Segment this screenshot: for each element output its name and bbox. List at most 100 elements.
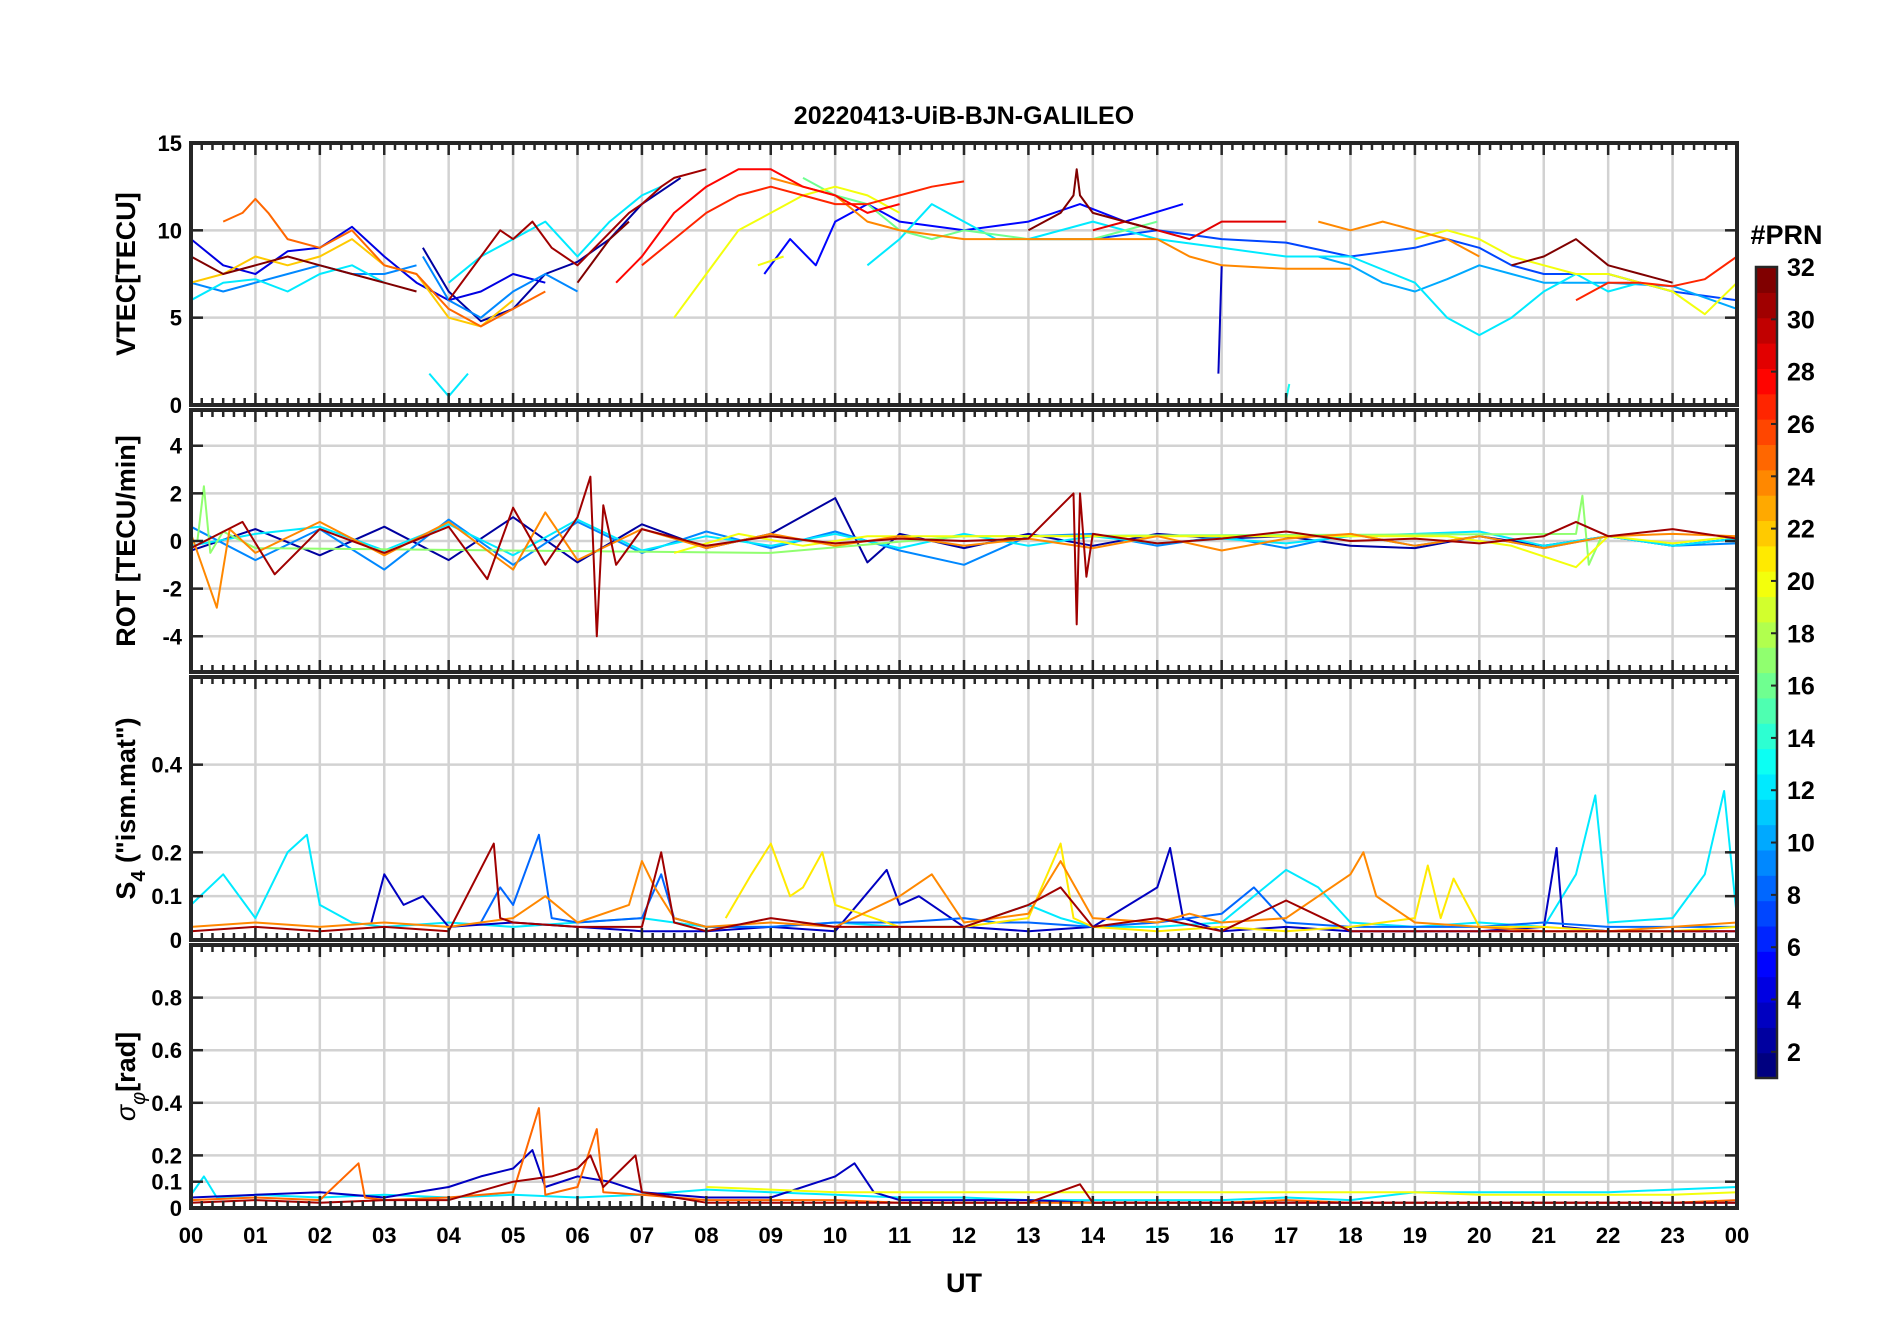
y-tick-label: 4 — [170, 434, 183, 459]
panel-s4: 0 0.1 0.2 0.4S4 ("ism.mat") — [111, 675, 1739, 953]
colorbar-swatch — [1756, 976, 1777, 1003]
colorbar-tick-label: 20 — [1787, 568, 1815, 596]
series-line-vtec-3 — [1217, 265, 1223, 374]
colorbar-tick-label: 8 — [1787, 882, 1801, 910]
colorbar-swatch — [1756, 849, 1777, 876]
colorbar-tick-label: 14 — [1787, 725, 1815, 753]
x-axis-label: UT — [946, 1268, 982, 1298]
x-tick-label: 04 — [436, 1223, 461, 1248]
series-line-vtec-25 — [447, 168, 707, 301]
x-tick-label: 12 — [952, 1223, 976, 1248]
series-line-rot-3 — [196, 485, 1603, 566]
colorbar-swatch — [1756, 444, 1777, 471]
colorbar-swatch — [1756, 368, 1777, 395]
y-tick-label: 0.2 — [151, 1143, 182, 1168]
colorbar-swatch — [1756, 723, 1777, 750]
y-tick-label: -4 — [162, 624, 182, 649]
colorbar-tick-label: 22 — [1787, 516, 1815, 544]
x-ticks-s4 — [200, 677, 1728, 940]
x-tick-label: 14 — [1081, 1223, 1106, 1248]
colorbar-swatch — [1756, 697, 1777, 724]
series-line-vtec-22 — [615, 168, 900, 284]
series-line-s4-5 — [191, 842, 1737, 933]
colorbar-swatch — [1756, 824, 1777, 851]
y-tick-label: 15 — [158, 131, 182, 156]
y-tick-label: 0.2 — [151, 840, 182, 865]
x-ticks-vtec — [200, 143, 1728, 405]
colorbar-tick-label: 12 — [1787, 777, 1815, 805]
colorbar-tick-label: 10 — [1787, 830, 1815, 858]
colorbar-swatch — [1756, 748, 1777, 775]
x-tick-label: 18 — [1338, 1223, 1362, 1248]
y-tick-label: 0.4 — [151, 1091, 182, 1116]
y-tick-label: -2 — [162, 577, 182, 602]
colorbar-swatch — [1756, 925, 1777, 952]
colorbar-frame — [1754, 265, 1779, 1080]
colorbar-title: #PRN — [1750, 220, 1822, 250]
chart-title: 20220413-UiB-BJN-GALILEO — [794, 102, 1134, 130]
colorbar-swatch — [1756, 672, 1777, 699]
x-tick-label: 19 — [1403, 1223, 1427, 1248]
x-ticks-rot — [200, 410, 1728, 672]
x-tick-label: 02 — [308, 1223, 332, 1248]
series-line-vtec-29 — [1511, 238, 1673, 284]
y-axis-label-sigma_phi: σφ[rad] — [111, 1032, 150, 1121]
grid-sigma_phi — [191, 945, 1737, 1208]
x-tick-label: 09 — [759, 1223, 783, 1248]
y-tick-label: 0.8 — [151, 986, 182, 1011]
series-line-s4-3 — [724, 842, 1737, 933]
x-tick-label: 22 — [1596, 1223, 1620, 1248]
x-tick-label: 06 — [565, 1223, 589, 1248]
series-line-s4-4 — [191, 851, 1737, 933]
x-ticks-sigma_phi — [200, 945, 1728, 1208]
series-line-vtec-23 — [1575, 255, 1737, 302]
y-tick-label: 0.4 — [151, 753, 182, 778]
x-tick-label: 00 — [1725, 1223, 1749, 1248]
series-line-vtec-19 — [1318, 220, 1480, 258]
y-tick-label: 0.1 — [151, 1170, 182, 1195]
y-tick-label: 10 — [158, 218, 182, 243]
panel-vtec: 0 5 10 15 VTEC[TECU] — [111, 131, 1739, 418]
colorbar-swatch — [1756, 596, 1777, 623]
x-tick-label: 05 — [501, 1223, 525, 1248]
colorbar-tick-label: 16 — [1787, 673, 1815, 701]
colorbar-swatch — [1756, 520, 1777, 547]
series-line-vtec-6 — [422, 255, 578, 319]
y-tick-label: 5 — [170, 306, 182, 331]
colorbar-swatch — [1756, 951, 1777, 978]
series-line-vtec-28 — [1027, 168, 1158, 232]
series-line-rot-4 — [673, 532, 1737, 569]
x-tick-label: 10 — [823, 1223, 847, 1248]
x-tick-label: 23 — [1660, 1223, 1684, 1248]
y-tick-label: 0 — [170, 393, 182, 418]
series-line-vtec-20 — [222, 197, 546, 328]
x-tick-label: 01 — [243, 1223, 267, 1248]
y-tick-label: 0 — [170, 1196, 182, 1221]
y-axis-label-s4: S4 ("ism.mat") — [111, 717, 150, 899]
colorbar-swatch — [1756, 545, 1777, 572]
colorbar-swatch — [1756, 343, 1777, 369]
y-tick-label: 2 — [170, 481, 182, 506]
series-line-vtec-5 — [191, 264, 417, 293]
colorbar-swatch — [1756, 799, 1777, 826]
colorbar-swatch — [1756, 875, 1777, 902]
panel-rot: -4 -2 0 2 4 ROT [TECU/min] — [111, 408, 1739, 674]
x-tick-label: 11 — [888, 1223, 911, 1248]
colorbar-swatch — [1756, 900, 1777, 927]
colorbar-tick-label: 24 — [1787, 463, 1815, 491]
colorbar-swatch — [1756, 571, 1777, 598]
y-tick-label: 0.6 — [151, 1038, 182, 1063]
colorbar-tick-label: 28 — [1787, 359, 1815, 387]
x-tick-label: 13 — [1016, 1223, 1040, 1248]
x-tick-label: 17 — [1274, 1223, 1298, 1248]
y-tick-label: 0 — [170, 529, 182, 554]
x-tick-label: 15 — [1145, 1223, 1169, 1248]
colorbar-swatch — [1756, 469, 1777, 496]
series-line-rot-2 — [191, 518, 1737, 557]
series-line-sigma_phi-2 — [706, 1186, 1737, 1196]
panel-sigma_phi: 00.10.2 0.4 0.6 0.8σφ[rad] 00 01 02 03 04 05 06 07 0… — [111, 943, 1749, 1248]
colorbar-tick-label: 30 — [1787, 306, 1815, 334]
series-line-vtec-26 — [191, 255, 417, 293]
